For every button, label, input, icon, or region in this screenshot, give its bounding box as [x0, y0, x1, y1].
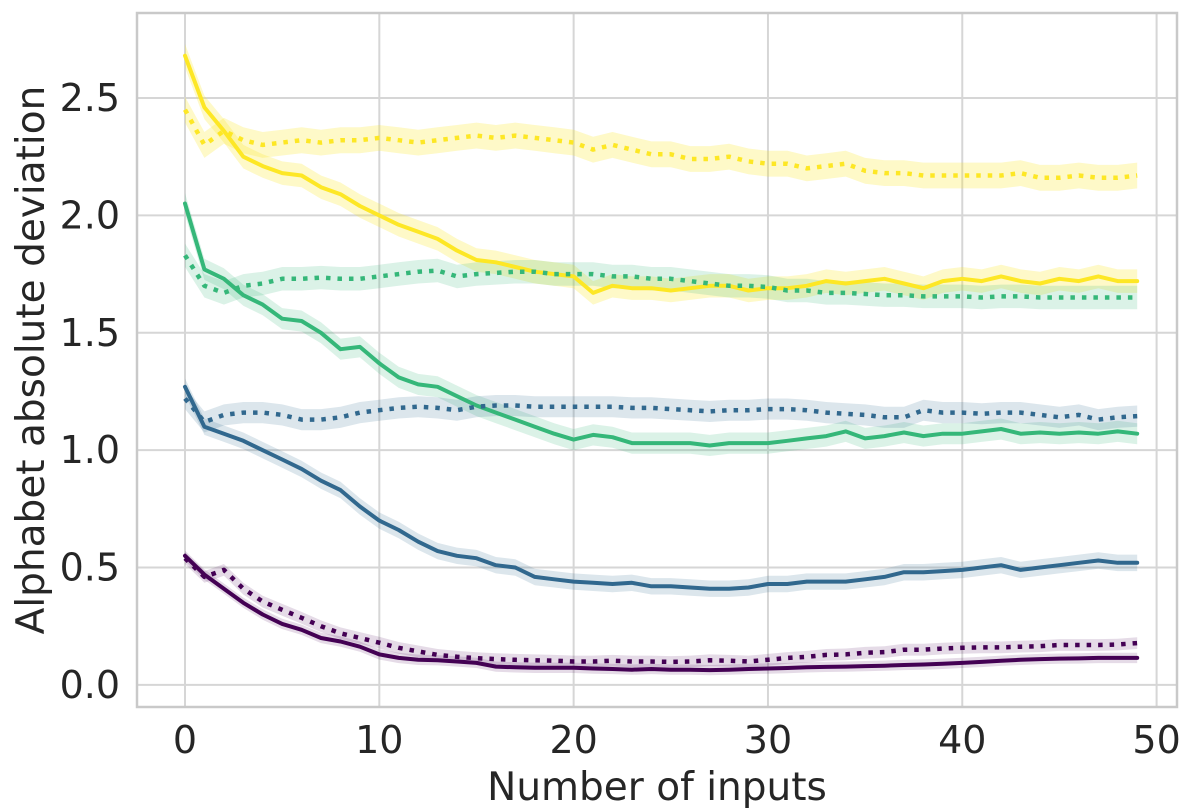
- yellow-solid-confidence-band: [185, 44, 1138, 305]
- purple-dotted-line: [183, 556, 1138, 665]
- x-tick-label: 10: [355, 718, 403, 762]
- blue-dotted-confidence-band: [185, 387, 1138, 433]
- green-dotted-line: [183, 254, 1138, 300]
- green-dotted-confidence-band: [185, 243, 1138, 310]
- x-tick-label: 50: [1132, 718, 1180, 762]
- x-tick-label: 0: [173, 718, 197, 762]
- series-line-layer: [183, 53, 1140, 673]
- y-tick-label: 2.0: [60, 193, 120, 237]
- axes-spine-layer: [135, 11, 1179, 709]
- green-solid-confidence-band: [185, 193, 1138, 456]
- y-tick-label: 0.0: [60, 663, 120, 707]
- y-tick-label: 0.5: [60, 546, 120, 590]
- tick-label-layer: 0 10 20 30 40 50 0.0 0.5 1.0 1.5 2.0 2.5: [60, 76, 1181, 762]
- grid-layer: [137, 13, 1177, 707]
- x-axis-label: Number of inputs: [487, 765, 827, 808]
- green-solid-line: [183, 201, 1140, 448]
- y-tick-label: 1.0: [60, 428, 120, 472]
- purple-solid-confidence-band: [185, 550, 1138, 676]
- x-tick-label: 30: [744, 718, 792, 762]
- x-tick-label: 40: [938, 718, 986, 762]
- confidence-band-layer: [185, 44, 1138, 676]
- purple-solid-line: [183, 553, 1140, 673]
- y-tick-label: 2.5: [60, 76, 120, 120]
- y-tick-label: 1.5: [60, 311, 120, 355]
- y-axis-label: Alphabet absolute deviation: [9, 86, 54, 635]
- plot-border: [135, 11, 1179, 709]
- yellow-dotted-confidence-band: [185, 96, 1138, 191]
- yellow-solid-line: [183, 53, 1140, 295]
- blue-solid-line: [183, 384, 1140, 591]
- x-tick-label: 20: [549, 718, 597, 762]
- yellow-dotted-line: [183, 108, 1138, 181]
